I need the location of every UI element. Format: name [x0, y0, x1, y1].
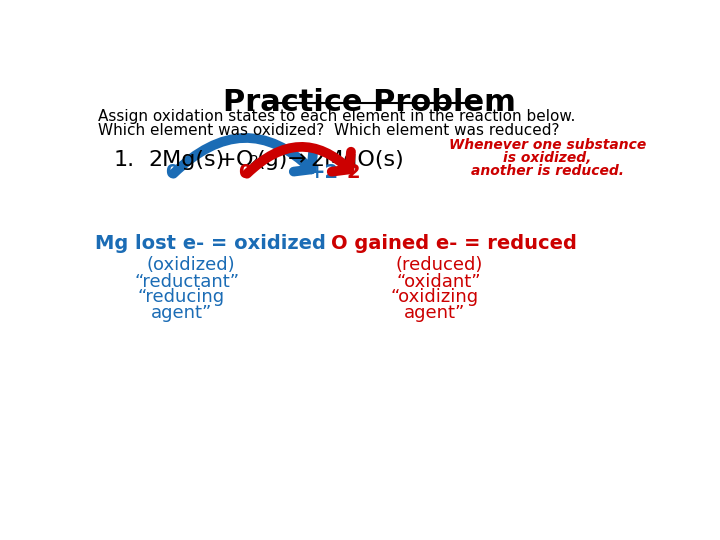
Text: 0: 0 — [165, 164, 178, 183]
Text: (oxidized): (oxidized) — [146, 256, 235, 274]
Text: (g): (g) — [256, 150, 287, 170]
Text: “oxidant”: “oxidant” — [397, 273, 481, 291]
Text: another is reduced.: another is reduced. — [471, 164, 624, 178]
Text: Which element was oxidized?  Which element was reduced?: Which element was oxidized? Which elemen… — [98, 123, 559, 138]
Text: +: + — [218, 150, 236, 170]
Text: agent”: agent” — [404, 303, 466, 321]
Text: agent”: agent” — [150, 303, 212, 321]
Text: O gained e- = reduced: O gained e- = reduced — [331, 234, 577, 253]
Text: “oxidizing: “oxidizing — [391, 288, 479, 306]
Text: 2Mg(s): 2Mg(s) — [148, 150, 225, 170]
Text: (reduced): (reduced) — [395, 256, 482, 274]
Text: 2: 2 — [250, 154, 258, 168]
Text: Assign oxidation states to each element in the reaction below.: Assign oxidation states to each element … — [98, 110, 575, 124]
Text: is oxidized,: is oxidized, — [503, 151, 591, 165]
Text: 1.: 1. — [113, 150, 135, 170]
Text: O: O — [235, 150, 253, 170]
FancyArrowPatch shape — [247, 147, 351, 174]
Text: -2: -2 — [339, 164, 361, 183]
Text: “reductant”: “reductant” — [135, 273, 240, 291]
Text: “reducing: “reducing — [138, 288, 225, 306]
Text: 2MgO(s): 2MgO(s) — [311, 150, 405, 170]
FancyArrowPatch shape — [174, 138, 313, 174]
Text: +2: +2 — [309, 164, 339, 183]
Text: 0: 0 — [238, 164, 252, 183]
Text: Practice Problem: Practice Problem — [222, 88, 516, 117]
Text: Mg lost e- = oxidized: Mg lost e- = oxidized — [95, 234, 325, 253]
Text: Whenever one substance: Whenever one substance — [449, 138, 646, 152]
Text: →: → — [287, 150, 306, 170]
